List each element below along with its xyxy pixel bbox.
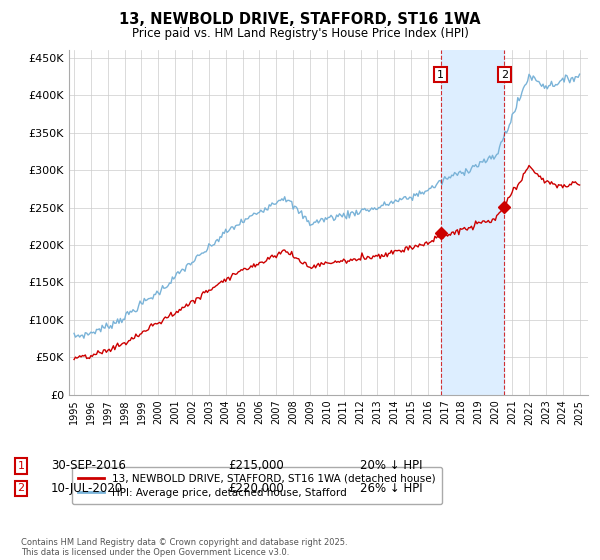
Text: Contains HM Land Registry data © Crown copyright and database right 2025.
This d: Contains HM Land Registry data © Crown c… bbox=[21, 538, 347, 557]
Text: £220,000: £220,000 bbox=[228, 482, 284, 495]
Text: 13, NEWBOLD DRIVE, STAFFORD, ST16 1WA: 13, NEWBOLD DRIVE, STAFFORD, ST16 1WA bbox=[119, 12, 481, 27]
Text: 20% ↓ HPI: 20% ↓ HPI bbox=[360, 459, 422, 473]
Text: 2: 2 bbox=[500, 69, 508, 80]
Text: 1: 1 bbox=[17, 461, 25, 471]
Text: 1: 1 bbox=[437, 69, 444, 80]
Legend: 13, NEWBOLD DRIVE, STAFFORD, ST16 1WA (detached house), HPI: Average price, deta: 13, NEWBOLD DRIVE, STAFFORD, ST16 1WA (d… bbox=[71, 467, 442, 504]
Text: Price paid vs. HM Land Registry's House Price Index (HPI): Price paid vs. HM Land Registry's House … bbox=[131, 27, 469, 40]
Text: 10-JUL-2020: 10-JUL-2020 bbox=[51, 482, 123, 495]
Text: 2: 2 bbox=[17, 483, 25, 493]
Text: 26% ↓ HPI: 26% ↓ HPI bbox=[360, 482, 422, 495]
Bar bbox=[440, 50, 504, 395]
Text: £215,000: £215,000 bbox=[228, 459, 284, 473]
Text: 30-SEP-2016: 30-SEP-2016 bbox=[51, 459, 126, 473]
